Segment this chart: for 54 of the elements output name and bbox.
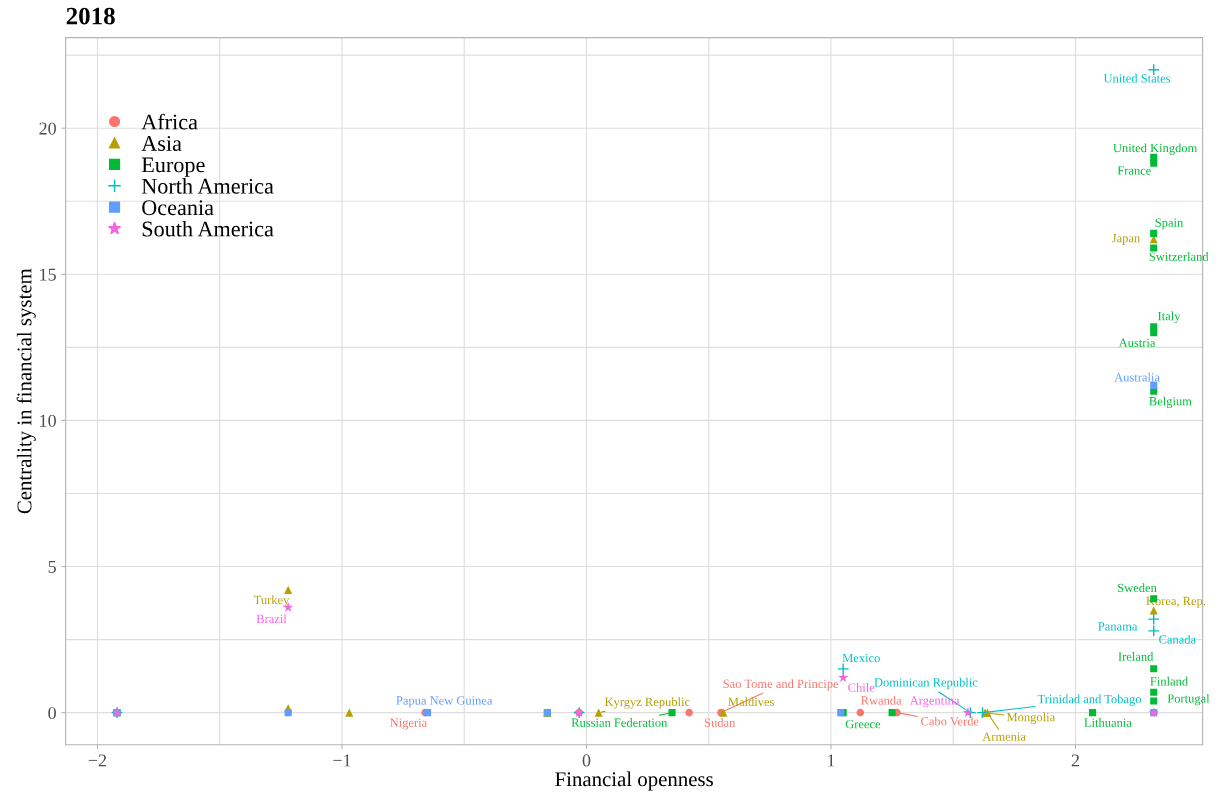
annotation: Trinidad and Tobago <box>1037 694 1142 706</box>
annotation: Russian Federation <box>571 718 668 727</box>
annotation: Cabo Verde <box>921 716 979 726</box>
y-tick-label: 15 <box>40 268 56 281</box>
annotation: Mexico <box>842 653 880 663</box>
legend-label: Oceania <box>142 200 214 216</box>
annotation: Lithuania <box>1084 718 1132 727</box>
annotation: Brazil <box>256 614 287 624</box>
annotation: Kyrgyz Republic <box>604 697 690 709</box>
annotation: Belgium <box>1149 396 1192 408</box>
x-tick-label: −2 <box>88 754 107 767</box>
annotation: Papua New Guinea <box>396 696 493 708</box>
annotation: Sweden <box>1118 583 1157 593</box>
annotation: Armenia <box>982 732 1026 741</box>
chart-title: 2018 <box>66 7 115 25</box>
x-tick-label: 0 <box>582 754 591 767</box>
annotation: Chile <box>848 683 875 692</box>
legend-label: Asia <box>141 136 182 151</box>
legend-label: North America <box>141 178 274 194</box>
annotation: Sudan <box>704 718 736 727</box>
legend-label: Europe <box>141 157 205 177</box>
annotation: Spain <box>1155 218 1184 230</box>
annotation: Ireland <box>1118 652 1154 661</box>
annotation: Panama <box>1098 622 1138 631</box>
annotation: Australia <box>1114 372 1160 382</box>
y-tick-label: 0 <box>48 706 56 720</box>
y-axis-title: Centrality in financial system <box>16 268 36 514</box>
annotation: Maldives <box>728 697 774 707</box>
annotation: United States <box>1103 73 1171 83</box>
annotation: Turkey <box>253 595 290 607</box>
annotation: Finland <box>1150 676 1188 686</box>
annotation: United Kingdom <box>1113 143 1198 155</box>
x-tick-label: 2 <box>1071 754 1079 767</box>
annotation: Sao Tome and Principe <box>723 679 839 691</box>
annotation: Mongolia <box>1006 712 1055 724</box>
annotation: Portugal <box>1167 693 1210 706</box>
annotation: Nigeria <box>390 718 427 730</box>
annotation: Canada <box>1159 634 1196 644</box>
annotation: Dominican Republic <box>874 677 978 690</box>
annotation: Rwanda <box>861 695 902 705</box>
legend-label: Africa <box>141 113 198 130</box>
y-tick-label: 20 <box>39 122 56 135</box>
legend-label: South America <box>142 220 274 237</box>
x-axis-title: Financial openness <box>555 771 713 791</box>
annotation: Italy <box>1158 311 1181 323</box>
annotation: Japan <box>1111 234 1140 245</box>
annotation: Switzerland <box>1149 252 1209 261</box>
x-tick-label: −1 <box>333 754 351 767</box>
annotation: Greece <box>845 719 881 729</box>
y-tick-label: 10 <box>40 414 56 427</box>
x-tick-label: 1 <box>828 754 835 767</box>
annotation: France <box>1117 166 1151 175</box>
y-tick-label: 5 <box>48 560 56 573</box>
annotation: Austria <box>1118 338 1156 347</box>
